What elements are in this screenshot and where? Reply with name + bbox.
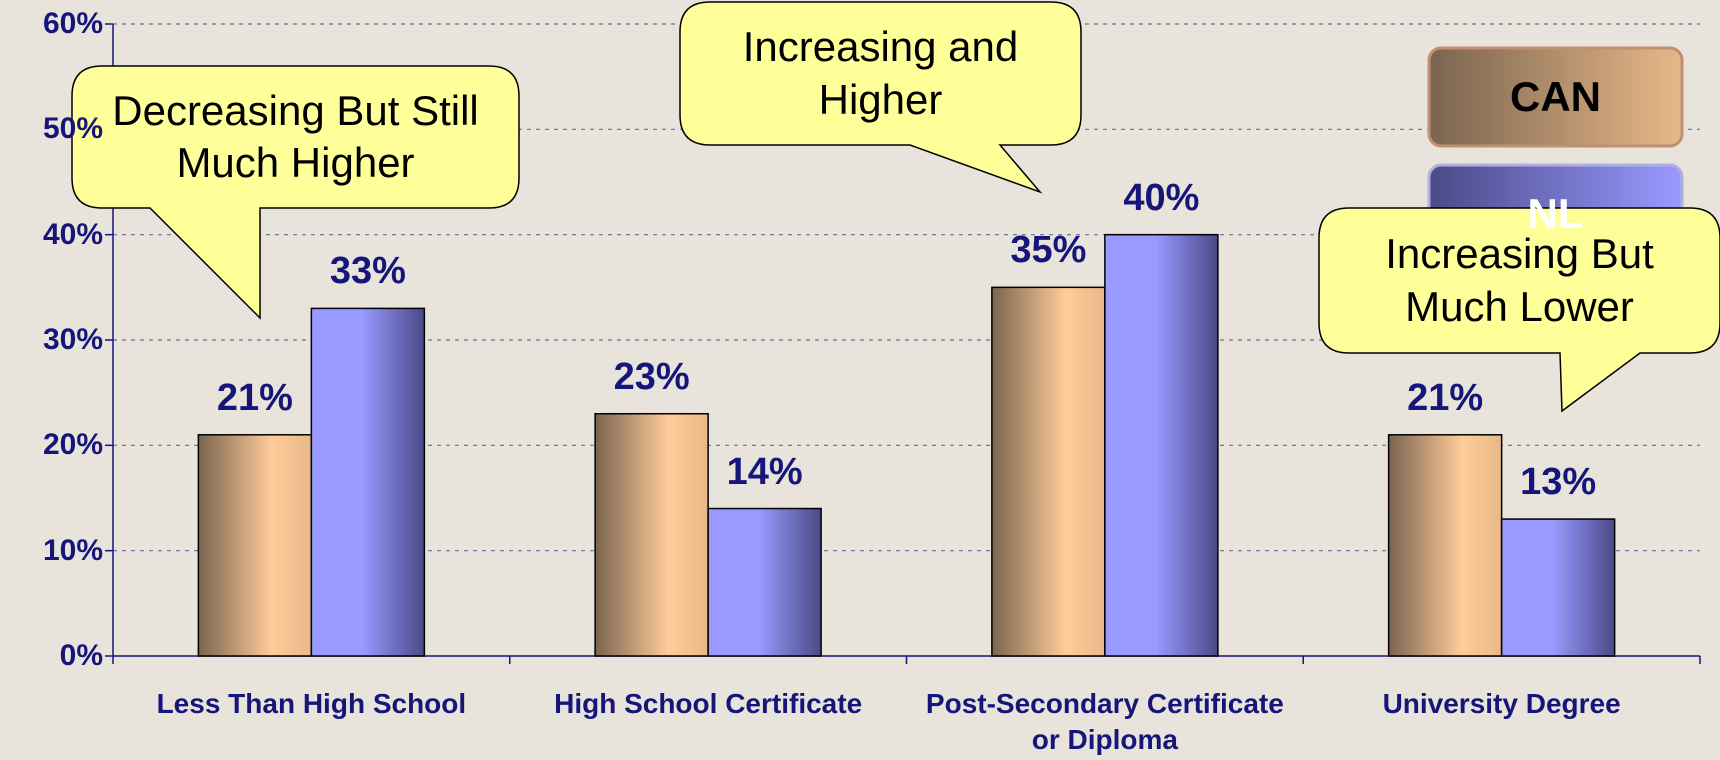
bar bbox=[1387, 434, 1503, 657]
bar bbox=[594, 412, 709, 657]
bar bbox=[707, 507, 822, 657]
annotation: Increasing But Much Lower bbox=[1385, 230, 1654, 330]
legend-swatch bbox=[1427, 46, 1684, 148]
bar bbox=[991, 286, 1106, 657]
x-tick-label: Less Than High School bbox=[156, 688, 467, 719]
annotation: Decreasing But Still Much Higher bbox=[112, 86, 479, 187]
value-label: 14% bbox=[726, 450, 803, 493]
value-label: 21% bbox=[1407, 376, 1484, 419]
value-label: 21% bbox=[216, 376, 293, 419]
y-tick-label: 40% bbox=[42, 217, 103, 251]
y-tick-label: 20% bbox=[42, 428, 103, 462]
value-label: 33% bbox=[329, 250, 406, 293]
annotation: Increasing and Higher bbox=[742, 23, 1019, 123]
y-tick-label: 0% bbox=[59, 639, 103, 672]
legend-label: NL bbox=[1527, 190, 1584, 237]
callout-shape bbox=[71, 65, 520, 320]
y-tick-label: 50% bbox=[42, 112, 103, 146]
y-tick-label: 10% bbox=[42, 533, 103, 567]
bar bbox=[310, 307, 426, 657]
x-tick-label: Post-Secondary Certificate or Diploma bbox=[925, 688, 1284, 756]
x-tick-label: High School Certificate bbox=[554, 688, 863, 719]
value-label: 35% bbox=[1010, 229, 1087, 272]
callout-shape bbox=[679, 1, 1082, 194]
value-label: 23% bbox=[613, 355, 690, 398]
bar bbox=[197, 434, 313, 657]
y-tick-label: 60% bbox=[42, 7, 103, 40]
value-label: 13% bbox=[1520, 461, 1597, 504]
legend-label: CAN bbox=[1510, 73, 1601, 120]
bar bbox=[1104, 233, 1219, 657]
bar bbox=[1500, 518, 1616, 657]
value-label: 40% bbox=[1123, 176, 1200, 219]
y-tick-label: 30% bbox=[42, 323, 103, 356]
x-tick-label: University Degree bbox=[1382, 688, 1621, 719]
callout-shape bbox=[1318, 207, 1720, 413]
